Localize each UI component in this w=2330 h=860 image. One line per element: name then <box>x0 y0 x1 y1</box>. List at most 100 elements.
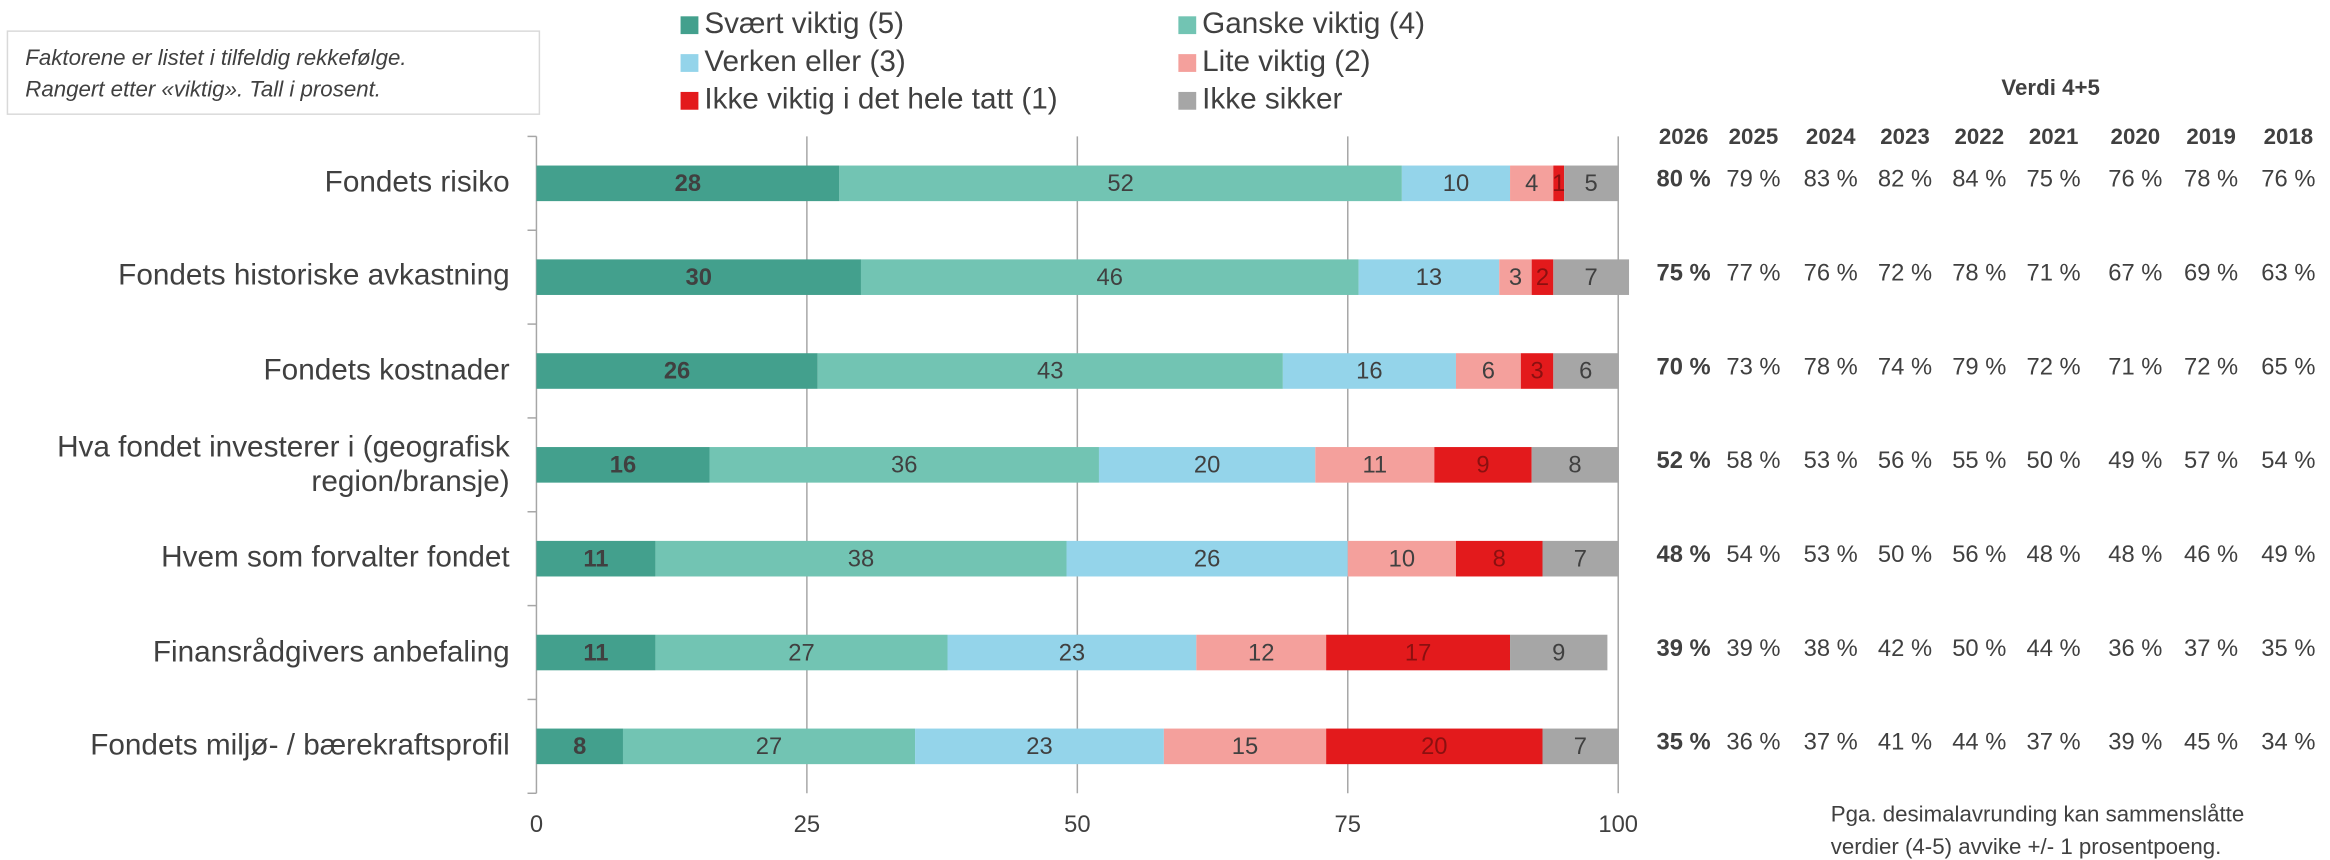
table-cell: 39 % <box>2108 730 2162 756</box>
category-label: Fondets kostnader <box>263 353 510 387</box>
table-cell: 48 % <box>2108 542 2162 568</box>
table-column-header: 2022 <box>1955 124 2005 149</box>
table-column-header: 2023 <box>1880 124 1930 149</box>
legend-label: Ganske viktig (4) <box>1202 7 1425 40</box>
data-label: 23 <box>1026 734 1052 760</box>
table-cell: 45 % <box>2184 730 2238 756</box>
data-label: 8 <box>1568 453 1581 479</box>
legend-swatch <box>680 54 699 72</box>
table-cell: 49 % <box>2108 448 2162 474</box>
data-label: 23 <box>1059 640 1085 666</box>
table-cell: 76 % <box>2261 167 2315 193</box>
table-column-header: 2019 <box>2186 124 2236 149</box>
table-cell: 50 % <box>1952 636 2006 662</box>
data-label: 16 <box>610 453 636 479</box>
table-cell: 74 % <box>1878 354 1932 380</box>
table-cell: 50 % <box>1878 542 1932 568</box>
bar-segment <box>1499 259 1532 295</box>
data-label: 3 <box>1530 359 1543 385</box>
bar-segment <box>1326 634 1511 671</box>
data-label: 52 <box>1107 171 1133 197</box>
data-label: 1 <box>1552 171 1565 197</box>
table-cell: 65 % <box>2261 354 2315 380</box>
table-cell: 77 % <box>1726 260 1780 286</box>
data-label: 11 <box>583 640 608 666</box>
category-label: Hvem som forvalter fondet <box>161 541 510 575</box>
category-label-box: Fondets historiske avkastning <box>118 260 510 293</box>
bar-segment <box>1510 165 1554 202</box>
data-label: 10 <box>1443 171 1469 197</box>
bar-segment <box>536 353 818 389</box>
table-cell: 44 % <box>2027 636 2081 662</box>
table-cell: 76 % <box>2108 167 2162 193</box>
bar-segment <box>1542 728 1619 765</box>
table-cell: 78 % <box>1804 354 1858 380</box>
bar-segment <box>655 540 1067 577</box>
legend-label: Lite viktig (2) <box>1202 45 1370 78</box>
table-cell: 37 % <box>1804 730 1858 756</box>
data-label: 8 <box>573 734 586 760</box>
bar-segment <box>1098 447 1316 483</box>
bar-segment <box>1531 259 1554 295</box>
bar-segment <box>817 353 1283 389</box>
legend-swatch <box>1178 91 1197 110</box>
data-label: 4 <box>1525 171 1538 197</box>
table-column-header: 2024 <box>1806 124 1856 149</box>
legend-label: Verken eller (3) <box>704 45 905 78</box>
x-tick-label: 0 <box>530 812 543 838</box>
data-label: 43 <box>1037 359 1063 385</box>
bar-segment <box>1326 728 1543 765</box>
table-column-header: 2018 <box>2264 124 2314 149</box>
category-label: Fondets risiko <box>324 166 510 199</box>
category-label-box: Fondets kostnader <box>263 353 510 387</box>
table-cell: 75 % <box>2027 167 2081 193</box>
category-label: Hva fondet investerer i (geografisk regi… <box>57 430 510 498</box>
table-cell: 82 % <box>1878 167 1932 193</box>
data-label: 13 <box>1416 265 1442 291</box>
bar-segment <box>1434 447 1532 483</box>
data-label: 36 <box>891 453 917 479</box>
data-label: 7 <box>1574 734 1587 760</box>
data-label: 9 <box>1552 640 1565 666</box>
data-label: 11 <box>1362 453 1387 479</box>
legend-swatch <box>1178 54 1197 72</box>
data-label: 46 <box>1097 265 1123 291</box>
x-tick-label: 50 <box>1064 812 1090 838</box>
table-cell: 39 % <box>1657 636 1711 662</box>
table-cell: 41 % <box>1878 730 1932 756</box>
x-tick-label: 75 <box>1335 812 1361 838</box>
table-column-header: 2020 <box>2111 124 2161 149</box>
bar-segment <box>1347 540 1456 577</box>
data-label: 6 <box>1579 359 1592 385</box>
data-label: 7 <box>1574 546 1587 572</box>
bar-segment <box>1315 447 1435 483</box>
legend-swatch <box>680 91 699 110</box>
table-cell: 38 % <box>1804 636 1858 662</box>
note-line: Rangert etter «viktig». Tall i prosent. <box>25 76 381 101</box>
bar-segment <box>536 165 840 202</box>
table-cell: 53 % <box>1804 542 1858 568</box>
data-label: 16 <box>1356 359 1382 385</box>
data-label: 17 <box>1405 640 1431 666</box>
footnote: Pga. desimalavrunding kan sammenslåtte <box>1831 801 2245 826</box>
note-line: Faktorene er listet i tilfeldig rekkeføl… <box>25 45 406 70</box>
legend-label: Ikke sikker <box>1202 83 1342 116</box>
x-tick-label: 25 <box>794 812 820 838</box>
table-cell: 71 % <box>2027 260 2081 286</box>
data-label: 15 <box>1232 734 1258 760</box>
category-label: Fondets miljø- / bærekraftsprofil <box>90 729 510 762</box>
legend-label: Ikke viktig i det hele tatt (1) <box>704 83 1057 116</box>
data-label: 9 <box>1476 453 1489 479</box>
table-column-header: 2021 <box>2029 124 2079 149</box>
bar-segment <box>536 447 710 483</box>
bar-segment <box>915 728 1164 765</box>
table-cell: 53 % <box>1804 448 1858 474</box>
table-cell: 83 % <box>1804 167 1858 193</box>
category-label: Finansrådgivers anbefaling <box>152 635 510 669</box>
category-label-box: Fondets miljø- / bærekraftsprofil <box>90 729 510 762</box>
table-cell: 72 % <box>2184 354 2238 380</box>
table-cell: 46 % <box>2184 542 2238 568</box>
data-label: 20 <box>1194 453 1220 479</box>
bar-segment <box>1282 353 1456 389</box>
